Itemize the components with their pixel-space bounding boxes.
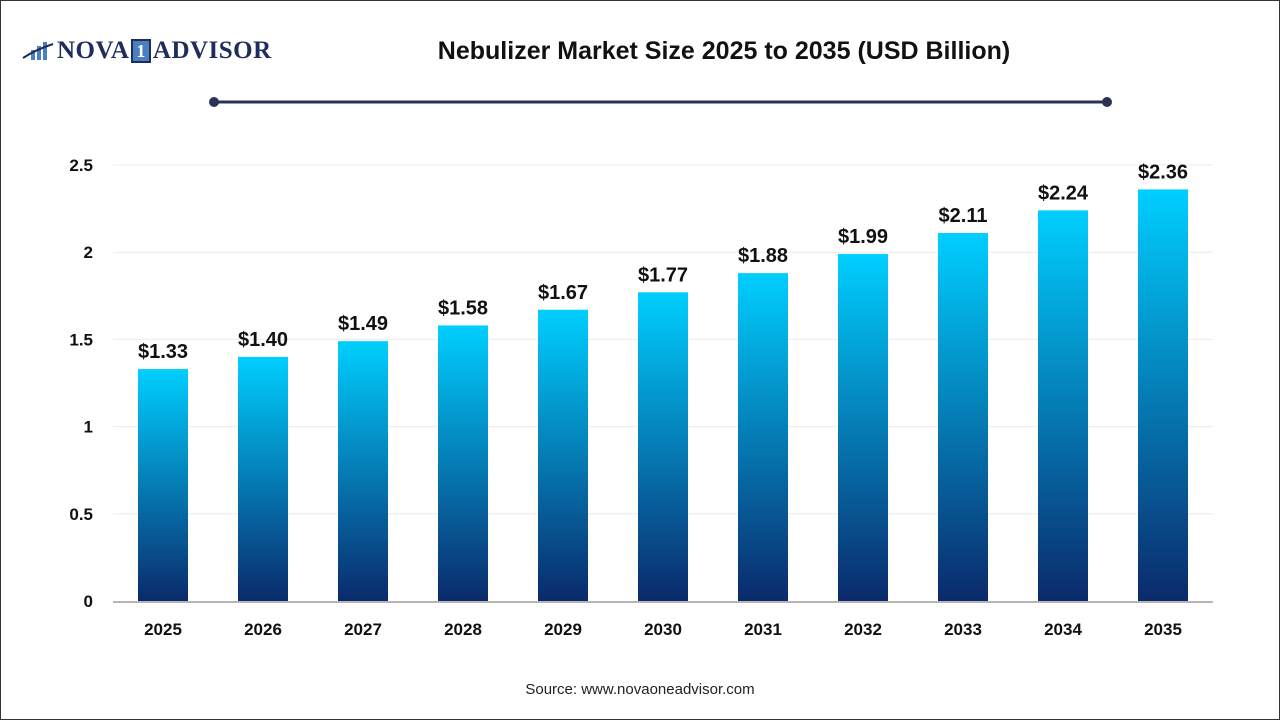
- x-tick-label: 2029: [544, 620, 582, 639]
- data-label: $1.58: [438, 297, 488, 319]
- x-tick-label: 2030: [644, 620, 682, 639]
- data-label: $1.67: [538, 282, 588, 304]
- data-label: $1.99: [838, 226, 888, 248]
- data-label: $1.40: [238, 329, 288, 351]
- bar-2025: [138, 369, 188, 601]
- source-note: Source: www.novaoneadvisor.com: [525, 681, 755, 698]
- bar-2030: [638, 292, 688, 601]
- data-label: $2.36: [1138, 161, 1188, 183]
- bar-2035: [1138, 189, 1188, 601]
- bar-2027: [338, 341, 388, 601]
- title-rule-dot-right: [1102, 97, 1112, 107]
- x-tick-label: 2025: [144, 620, 182, 639]
- x-tick-label: 2027: [344, 620, 382, 639]
- x-tick-label: 2035: [1144, 620, 1182, 639]
- x-tick-label: 2028: [444, 620, 482, 639]
- bar-2026: [238, 356, 288, 601]
- data-label: $2.11: [939, 205, 988, 227]
- x-tick-label: 2031: [744, 620, 782, 639]
- bar-2033: [938, 233, 988, 602]
- bar-chart-logo-icon: [22, 42, 54, 60]
- y-tick-label: 0: [84, 592, 93, 611]
- x-tick-label: 2032: [844, 620, 882, 639]
- logo-text-mid: 1: [131, 39, 151, 63]
- logo-text-right: ADVISOR: [152, 37, 272, 64]
- data-label: $1.77: [638, 264, 688, 286]
- y-tick-label: 2: [84, 243, 93, 262]
- bar-2032: [838, 253, 888, 601]
- logo-text-left: NOVA: [57, 37, 130, 64]
- data-label: $1.49: [338, 313, 388, 335]
- chart-title: Nebulizer Market Size 2025 to 2035 (USD …: [437, 37, 1011, 65]
- bar-2028: [438, 325, 488, 601]
- title-rule-dot-left: [209, 97, 219, 107]
- y-tick-label: 1.5: [69, 330, 93, 349]
- data-label: $1.88: [738, 245, 788, 267]
- data-label: $2.24: [1038, 182, 1089, 204]
- y-tick-label: 0.5: [69, 505, 93, 524]
- bar-2029: [538, 309, 588, 601]
- bar-2031: [738, 273, 788, 601]
- x-tick-label: 2026: [244, 620, 282, 639]
- bar-2034: [1038, 210, 1088, 601]
- nova-advisor-logo: NOVA 1 ADVISOR: [21, 37, 272, 65]
- x-tick-label: 2033: [944, 620, 982, 639]
- data-label: $1.33: [138, 341, 188, 363]
- x-tick-label: 2034: [1044, 620, 1082, 639]
- y-tick-label: 1: [84, 418, 93, 437]
- y-tick-label: 2.5: [69, 156, 93, 175]
